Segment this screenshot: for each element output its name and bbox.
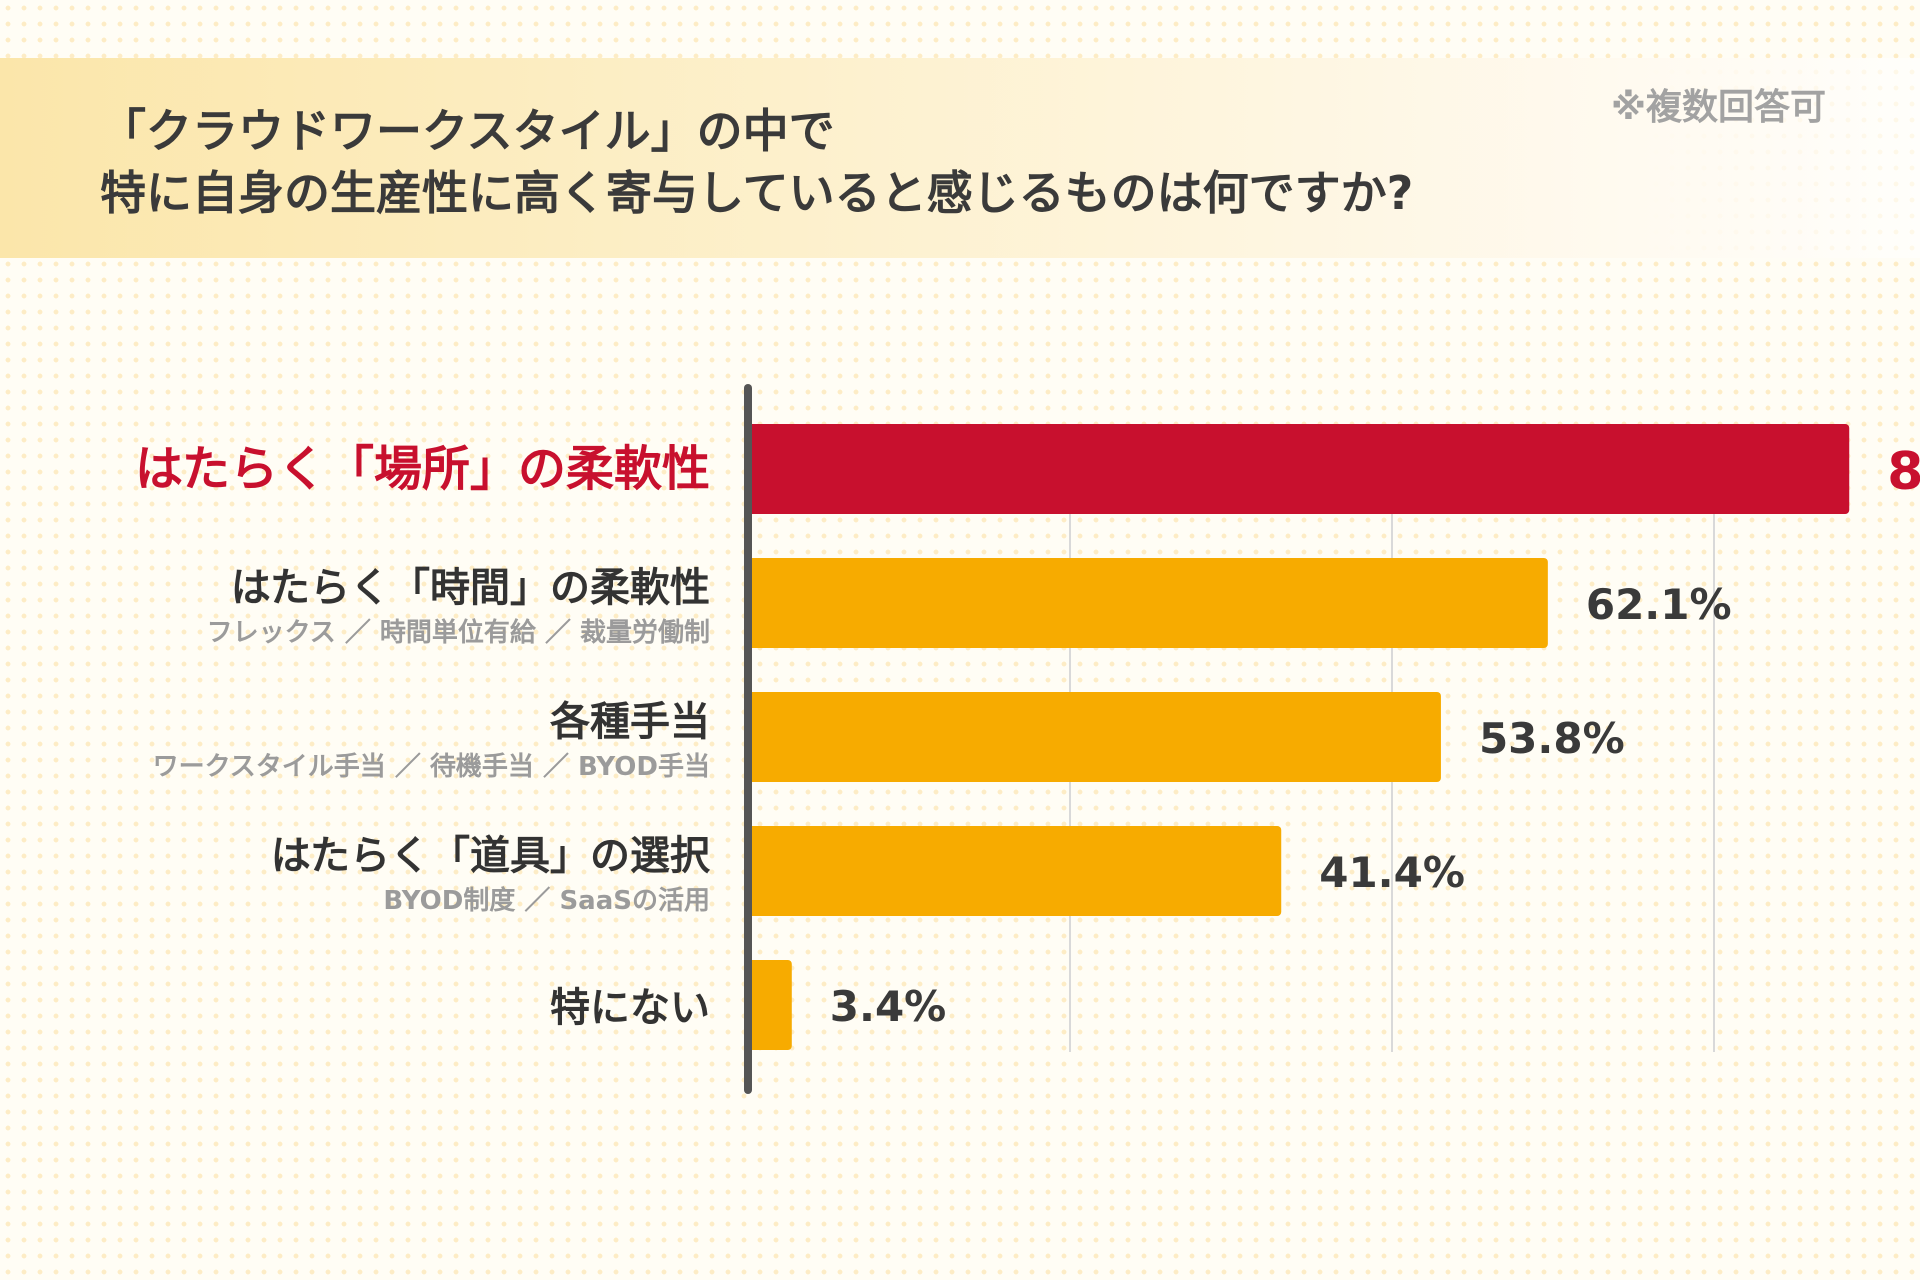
question-title-line1: 「クラウドワークスタイル」の中で [100,104,835,158]
value-label-5: 3.4% [830,982,946,1031]
value-label-3: 53.8% [1479,714,1625,763]
question-title-line2: 特に自身の生産性に高く寄与していると感じるものは何ですか? [100,166,1414,220]
bar-2 [748,558,1548,648]
category-label-3: 各種手当 [550,699,710,745]
category-label-4: はたらく「道具」の選択 [271,833,711,879]
category-label-5: 特にない [550,985,710,1031]
multiple-answer-note: ※複数回答可 [1611,87,1826,128]
category-sublabel-4: BYOD制度 ／ SaaSの活用 [383,885,710,916]
category-label-2: はたらく「時間」の柔軟性 [231,565,710,611]
bar-3 [748,692,1441,782]
value-label-2: 62.1% [1586,580,1732,629]
value-label-4: 41.4% [1319,848,1465,897]
bar-1 [748,424,1850,514]
title-band [0,58,1920,258]
bar-4 [748,826,1282,916]
value-label-1: 85.5% [1887,442,1920,502]
bar-5 [748,960,792,1050]
category-label-1: はたらく「場所」の柔軟性 [135,441,710,497]
category-sublabel-2: フレックス ／ 時間単位有給 ／ 裁量労働制 [207,617,710,648]
question-title: 「クラウドワークスタイル」の中で 特に自身の生産性に高く寄与していると感じるもの… [100,100,1413,224]
category-sublabel-3: ワークスタイル手当 ／ 待機手当 ／ BYOD手当 [153,752,710,782]
